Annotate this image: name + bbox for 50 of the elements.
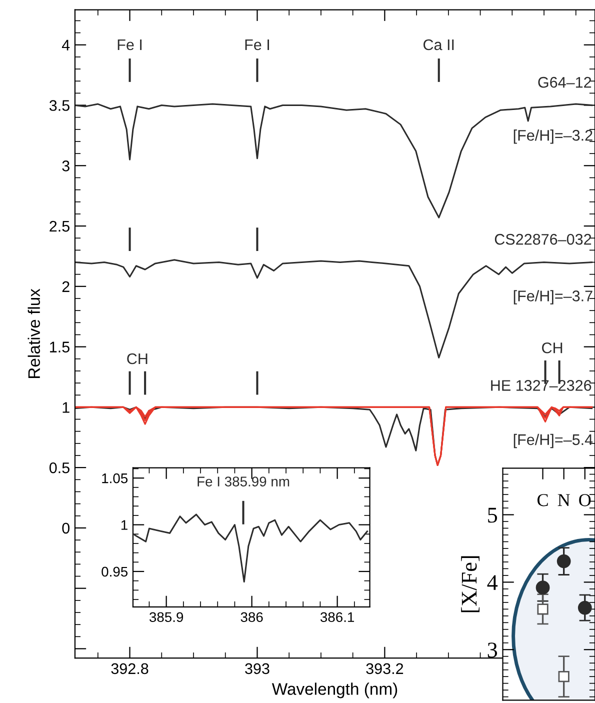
annotation: [Fe/H]=–3.2 [514,130,592,144]
annotation: Ca II [424,39,454,50]
y-tick-label: 4 [487,575,498,590]
y-tick-label: 3 [62,160,70,172]
annotation: | [256,58,258,82]
annotation: [Fe/H]=–5.4 [514,434,593,448]
annotation: | [128,371,131,395]
annotation: | [144,371,146,395]
x-tick-label: 386 [240,612,263,622]
annotation: | [544,360,546,384]
annotation: | [128,58,131,82]
y-tick-label: 3 [488,642,498,658]
annotation: | [256,228,258,252]
annotation: CH [127,353,148,364]
annotation: | [242,500,244,524]
y-tick-label: 2.5 [50,220,70,232]
y-axis-title: Relative flux [28,288,40,378]
x-tick-label: C [538,494,548,506]
y-tick-label: 1.05 [102,473,128,484]
series-label: CS22876–032 [494,234,592,245]
y-tick-label: 0.5 [49,462,70,474]
x-tick-label: N [558,494,570,506]
series-label: G64–12 [538,76,592,88]
y-tick-label: 0 [62,522,70,534]
y-tick-label: 4 [62,40,70,50]
x-tick-label: 386.1 [320,612,354,622]
x-axis-title: Wavelength (nm) [272,682,398,698]
x-tick-label: 393.2 [366,663,404,674]
annotation: | [438,58,440,82]
annotation: | [558,360,560,384]
y-tick-label: 1.5 [50,342,70,352]
y-axis-title: [X/Fe] [461,556,480,612]
series-label: HE 1327–2326 [491,380,592,391]
annotation: | [256,371,258,395]
y-tick-label: 5 [488,508,498,523]
x-tick-label: O [579,494,591,506]
annotation: Fe I 385.99 nm [198,476,290,486]
annotation: Fe I [118,40,142,50]
annotation: Fe I [245,40,269,50]
y-tick-label: 0.95 [102,566,128,577]
x-tick-label: 385.9 [149,612,184,622]
annotation: CH [542,342,562,354]
annotation: | [128,228,131,252]
annotation: [Fe/H]=–3.7 [514,290,592,304]
x-tick-label: 393 [245,663,270,674]
y-tick-label: 3.5 [49,100,70,111]
y-tick-label: 1 [62,402,70,413]
x-tick-label: 392.8 [111,663,148,674]
y-tick-label: 1 [121,520,128,530]
y-tick-label: 2 [62,281,70,292]
